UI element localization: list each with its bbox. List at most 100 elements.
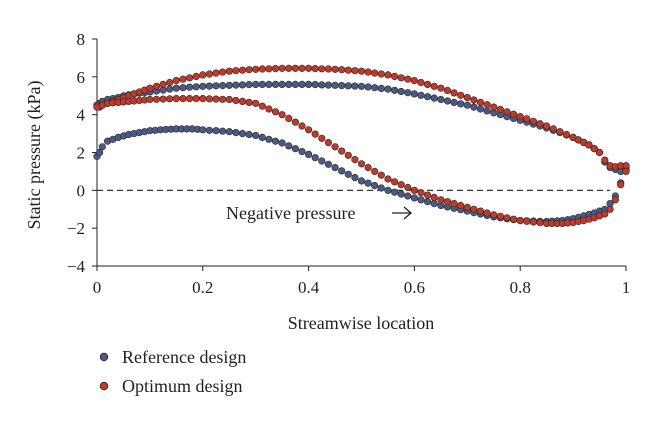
data-point bbox=[483, 209, 491, 217]
y-tick-label: 0 bbox=[77, 181, 86, 200]
data-point bbox=[450, 89, 458, 97]
data-point bbox=[404, 192, 412, 200]
data-point bbox=[384, 85, 392, 93]
data-point bbox=[98, 143, 106, 151]
data-point bbox=[562, 130, 571, 139]
data-point bbox=[298, 148, 306, 156]
data-point bbox=[606, 205, 614, 213]
data-point bbox=[470, 205, 478, 213]
y-tick-label: 8 bbox=[77, 30, 86, 49]
data-point bbox=[457, 201, 465, 210]
data-point bbox=[271, 80, 280, 88]
data-point bbox=[476, 207, 485, 215]
data-point bbox=[212, 69, 220, 77]
data-point bbox=[391, 188, 399, 196]
data-point bbox=[219, 95, 227, 103]
legend-item-optimum: Optimum design bbox=[99, 376, 243, 396]
data-point bbox=[490, 211, 498, 219]
data-point bbox=[450, 98, 458, 106]
data-point bbox=[622, 167, 630, 175]
data-point bbox=[490, 103, 498, 111]
data-point bbox=[305, 150, 313, 158]
data-point bbox=[324, 139, 333, 147]
data-point bbox=[424, 198, 432, 206]
legend-marker-optimum bbox=[99, 381, 109, 391]
data-point bbox=[529, 117, 538, 125]
x-tick-label: 0 bbox=[93, 278, 102, 297]
data-point bbox=[391, 86, 399, 94]
data-point bbox=[166, 95, 174, 103]
data-point bbox=[357, 160, 366, 168]
data-point bbox=[186, 94, 194, 103]
data-point bbox=[529, 218, 538, 226]
data-point bbox=[271, 137, 280, 145]
data-point bbox=[311, 130, 319, 138]
data-point bbox=[384, 175, 392, 183]
x-tick-label: 0.2 bbox=[192, 278, 213, 297]
data-point bbox=[549, 125, 557, 133]
data-point bbox=[285, 80, 293, 88]
data-point bbox=[344, 66, 352, 74]
data-point bbox=[417, 91, 425, 99]
data-point bbox=[364, 164, 372, 172]
x-axis-title: Streamwise location bbox=[288, 313, 434, 333]
data-point bbox=[410, 186, 419, 194]
data-point bbox=[298, 80, 306, 88]
data-point bbox=[305, 80, 313, 88]
x-tick-label: 1 bbox=[622, 278, 631, 297]
data-point bbox=[430, 82, 438, 90]
data-point bbox=[152, 95, 161, 103]
data-point bbox=[172, 84, 180, 92]
data-point bbox=[351, 67, 359, 75]
data-point bbox=[338, 167, 346, 175]
data-point bbox=[331, 81, 339, 89]
data-point bbox=[324, 65, 333, 73]
series-optimum bbox=[93, 64, 630, 227]
data-point bbox=[384, 71, 392, 79]
legend: Reference design Optimum design bbox=[99, 347, 246, 396]
data-point bbox=[430, 94, 438, 102]
x-tick-label: 0.6 bbox=[404, 278, 425, 297]
data-point bbox=[258, 133, 266, 141]
data-point bbox=[338, 81, 346, 90]
data-point bbox=[437, 196, 445, 204]
data-point bbox=[430, 200, 438, 208]
legend-marker-reference bbox=[99, 352, 109, 362]
data-point bbox=[364, 68, 372, 76]
data-point bbox=[232, 129, 240, 137]
data-point bbox=[450, 200, 458, 208]
data-point bbox=[166, 85, 174, 93]
data-point bbox=[166, 78, 174, 87]
data-point bbox=[410, 194, 419, 202]
data-point bbox=[424, 191, 432, 199]
data-point bbox=[463, 93, 471, 102]
data-point bbox=[225, 95, 233, 104]
plot-area: 0 0.2 0.4 0.6 0.8 1 −4 −2 0 2 4 6 8 bbox=[67, 30, 630, 297]
axis-ticks: 0 0.2 0.4 0.6 0.8 1 −4 −2 0 2 4 6 8 bbox=[67, 30, 630, 297]
data-point bbox=[258, 65, 266, 73]
data-point bbox=[252, 99, 260, 107]
data-point bbox=[391, 72, 399, 80]
data-point bbox=[377, 70, 385, 78]
data-point bbox=[285, 64, 293, 72]
data-point bbox=[364, 179, 372, 187]
data-point bbox=[318, 65, 326, 73]
data-point bbox=[238, 97, 247, 105]
data-point bbox=[344, 82, 352, 90]
x-tick-label: 0.4 bbox=[298, 278, 320, 297]
data-point bbox=[172, 94, 180, 103]
legend-item-reference: Reference design bbox=[99, 347, 246, 367]
data-point bbox=[542, 122, 551, 130]
data-point bbox=[318, 157, 326, 165]
data-point bbox=[344, 170, 352, 178]
data-point bbox=[219, 81, 227, 90]
data-point bbox=[258, 80, 266, 88]
data-point bbox=[503, 214, 511, 222]
data-point bbox=[377, 171, 385, 179]
data-point bbox=[179, 94, 187, 103]
data-point bbox=[186, 83, 194, 91]
data-point bbox=[265, 135, 273, 143]
data-point bbox=[463, 101, 471, 109]
data-point bbox=[516, 217, 524, 225]
